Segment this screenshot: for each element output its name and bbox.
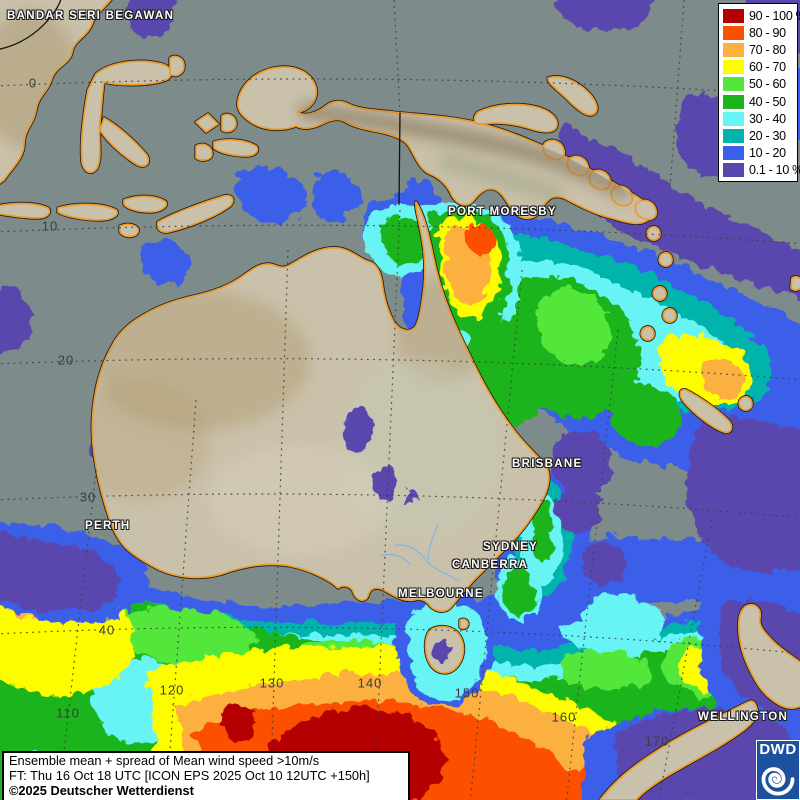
grid-label: 110: [56, 705, 80, 721]
legend-row: 40 - 50: [723, 93, 797, 110]
copyright: ©2025 Deutscher Wetterdienst: [9, 782, 194, 798]
probability-on-land: [340, 405, 449, 659]
grid-label: 160: [551, 709, 577, 725]
city-label-wellington: WELLINGTON: [698, 711, 789, 723]
legend-color-swatch: [723, 8, 744, 23]
legend-row: 70 - 80: [723, 41, 797, 58]
legend-color-swatch: [723, 128, 744, 143]
grid-label: 30: [79, 489, 97, 505]
legend-row: 60 - 70: [723, 59, 797, 76]
city-label-port-moresby: PORT MORESBY: [448, 206, 557, 218]
forecast-time: FT: Thu 16 Oct 18 UTC [ICON EPS 2025 Oct…: [9, 767, 370, 783]
city-label-melbourne: MELBOURNE: [398, 588, 484, 600]
dwd-logo-text: DWD: [759, 741, 797, 758]
legend-label: 80 - 90: [749, 25, 786, 40]
border-png: [398, 112, 401, 206]
legend-label: 40 - 50: [749, 94, 786, 109]
rivers: [379, 523, 461, 583]
legend-row: 50 - 60: [723, 76, 797, 93]
legend-label: 10 - 20: [749, 146, 786, 161]
probability-legend: 90 - 100 % 80 - 90 70 - 80 60 - 70 50 - 60 40…: [718, 3, 800, 182]
legend-row: 90 - 100 %: [723, 7, 800, 24]
info-bar: Ensemble mean + spread of Mean wind spee…: [2, 751, 410, 800]
legend-color-swatch: [723, 94, 744, 109]
legend-row: 10 - 20: [723, 145, 797, 162]
grid-label: 140: [357, 675, 383, 691]
legend-label: 60 - 70: [749, 60, 786, 75]
legend-row: 30 - 40: [723, 110, 797, 127]
city-label-sydney: SYDNEY: [483, 541, 539, 553]
city-label-canberra: CANBERRA: [452, 559, 529, 571]
grid-label: 10: [41, 218, 59, 234]
legend-label: 70 - 80: [749, 42, 786, 57]
legend-color-swatch: [723, 60, 744, 75]
grid-label: 130: [259, 675, 285, 691]
legend-row: 0.1 - 10 %: [723, 162, 800, 179]
border-borneo: [0, 0, 62, 50]
grid-label: 150: [454, 685, 480, 701]
legend-color-swatch: [723, 42, 744, 57]
dwd-spiral-icon: [761, 767, 795, 796]
legend-color-swatch: [723, 25, 744, 40]
grid-label: 120: [159, 682, 185, 698]
legend-label: 50 - 60: [749, 77, 786, 92]
grid-label: 20: [57, 352, 75, 368]
legend-label: 30 - 40: [749, 111, 786, 126]
city-label-bandar-seri-begawan: BANDAR SERI BEGAWAN: [7, 10, 175, 22]
city-label-perth: PERTH: [85, 520, 131, 532]
legend-label: 0.1 - 10 %: [749, 163, 800, 178]
terrain-shading-newguinea: [298, 102, 632, 205]
grid-label: 40: [98, 622, 116, 638]
grid-label: 0: [28, 75, 38, 91]
legend-label: 90 - 100 %: [749, 8, 800, 23]
grid-label: 170: [644, 733, 670, 749]
product-title: Ensemble mean + spread of Mean wind spee…: [9, 753, 320, 768]
dwd-logo: DWD: [756, 740, 800, 800]
legend-color-swatch: [723, 77, 744, 92]
legend-color-swatch: [723, 146, 744, 161]
legend-row: 20 - 30: [723, 127, 797, 144]
legend-color-swatch: [723, 163, 744, 178]
legend-row: 80 - 90: [723, 24, 797, 41]
city-label-brisbane: BRISBANE: [512, 458, 583, 470]
legend-color-swatch: [723, 111, 744, 126]
legend-label: 20 - 30: [749, 128, 786, 143]
